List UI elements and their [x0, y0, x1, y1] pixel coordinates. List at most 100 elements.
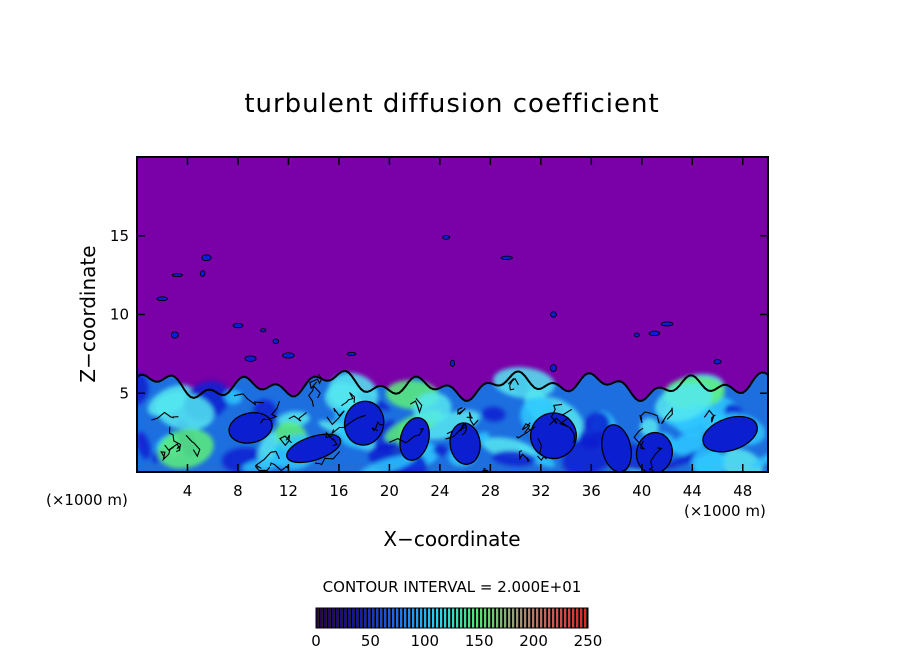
- colorbar-separator: [534, 608, 536, 628]
- contour-line: [233, 393, 264, 406]
- contour-line: [507, 377, 519, 391]
- colorbar-separator: [446, 608, 448, 628]
- colorbar-swatch: [456, 608, 459, 628]
- colorbar-swatch: [464, 608, 467, 628]
- colorbar-swatch: [388, 608, 391, 628]
- eddy: [433, 444, 448, 456]
- colorbar-swatch: [520, 608, 523, 628]
- turbulent-patch: [346, 351, 357, 356]
- colorbar-swatch: [544, 608, 547, 628]
- colorbar-separator: [386, 608, 388, 628]
- colorbar-swatch: [572, 608, 575, 628]
- colorbar-swatch: [340, 608, 343, 628]
- colorbar-swatch: [448, 608, 451, 628]
- contour-line: [648, 447, 663, 471]
- turbulent-patch: [272, 338, 280, 345]
- contour-line: [703, 409, 716, 423]
- colorbar-swatch: [476, 608, 479, 628]
- colorbar-separator: [402, 608, 404, 628]
- colorbar-separator: [454, 608, 456, 628]
- colorbar-swatch: [488, 608, 491, 628]
- colorbar-tick-label: 200: [519, 632, 548, 650]
- colorbar-tick-label: 0: [311, 632, 321, 650]
- colorbar-swatch: [528, 608, 531, 628]
- colorbar-swatch: [348, 608, 351, 628]
- x-tick-label: 32: [531, 482, 550, 500]
- contour-line: [549, 417, 575, 443]
- contour-line: [445, 425, 468, 440]
- y-tick-label: 15: [110, 227, 129, 245]
- colorbar-swatch: [396, 608, 399, 628]
- contour-line: [537, 438, 547, 461]
- colorbar-swatch: [560, 608, 563, 628]
- contour-line: [254, 465, 271, 471]
- colorbar-swatch: [320, 608, 323, 628]
- colorbar-separator: [510, 608, 512, 628]
- turbulent-patch: [156, 296, 169, 302]
- colorbar-swatch: [576, 608, 579, 628]
- turbulent-patch: [633, 332, 640, 338]
- colorbar-separator: [506, 608, 508, 628]
- colorbar-swatch: [412, 608, 415, 628]
- turbulent-patch: [201, 254, 212, 262]
- contour-line: [314, 450, 341, 466]
- eddy: [155, 392, 214, 431]
- colorbar-separator: [490, 608, 492, 628]
- colorbar-swatch: [408, 608, 411, 628]
- contour-line: [518, 450, 530, 462]
- colorbar-separator: [438, 608, 440, 628]
- colorbar-separator: [526, 608, 528, 628]
- colorbar-swatch: [500, 608, 503, 628]
- colorbar-separator: [442, 608, 444, 628]
- turbulent-patch: [171, 331, 179, 339]
- colorbar-swatch: [316, 608, 319, 628]
- colorbar-swatch: [424, 608, 427, 628]
- colorbar-separator: [586, 608, 588, 628]
- colorbar-separator: [546, 608, 548, 628]
- colorbar-separator: [550, 608, 552, 628]
- contour-line: [308, 384, 321, 407]
- colorbar-separator: [346, 608, 348, 628]
- colorbar-swatch: [356, 608, 359, 628]
- colorbar-separator: [434, 608, 436, 628]
- eddy: [751, 452, 768, 469]
- colorbar-separator: [390, 608, 392, 628]
- eddy-core: [343, 400, 385, 446]
- turbulent-patch: [713, 359, 722, 365]
- colorbar-separator: [538, 608, 540, 628]
- turbulent-patch: [550, 311, 557, 318]
- colorbar-swatch: [404, 608, 407, 628]
- colorbar-separator: [466, 608, 468, 628]
- colorbar-swatch: [552, 608, 555, 628]
- colorbar-ticks: 0 50 100 150 200 250: [311, 632, 602, 650]
- colorbar-swatch: [540, 608, 543, 628]
- contour-line: [389, 428, 425, 444]
- eddy-core: [399, 416, 430, 461]
- colorbar-swatch: [460, 608, 463, 628]
- eddy: [157, 428, 214, 469]
- colorbar-swatch: [328, 608, 331, 628]
- contour-line: [325, 431, 338, 447]
- colorbar-separator: [554, 608, 556, 628]
- colorbar-separator: [422, 608, 424, 628]
- colorbar-swatch: [524, 608, 527, 628]
- eddy: [639, 417, 659, 437]
- contour-line: [550, 403, 563, 425]
- eddy-core: [702, 415, 758, 453]
- contour-line: [516, 426, 536, 439]
- colorbar-separator: [578, 608, 580, 628]
- colorbar-swatch: [392, 608, 395, 628]
- contour-line: [341, 392, 356, 407]
- colorbar-separator: [378, 608, 380, 628]
- contour-line: [639, 411, 660, 424]
- colorbar-swatch: [332, 608, 335, 628]
- colorbar-separator: [462, 608, 464, 628]
- eddy: [481, 406, 506, 422]
- y-tick-label: 5: [119, 384, 129, 402]
- colorbar-swatch: [568, 608, 571, 628]
- colorbar-swatch: [504, 608, 507, 628]
- colorbar-swatch: [584, 608, 587, 628]
- colorbar-separator: [530, 608, 532, 628]
- colorbar-separator: [502, 608, 504, 628]
- colorbar-separator: [566, 608, 568, 628]
